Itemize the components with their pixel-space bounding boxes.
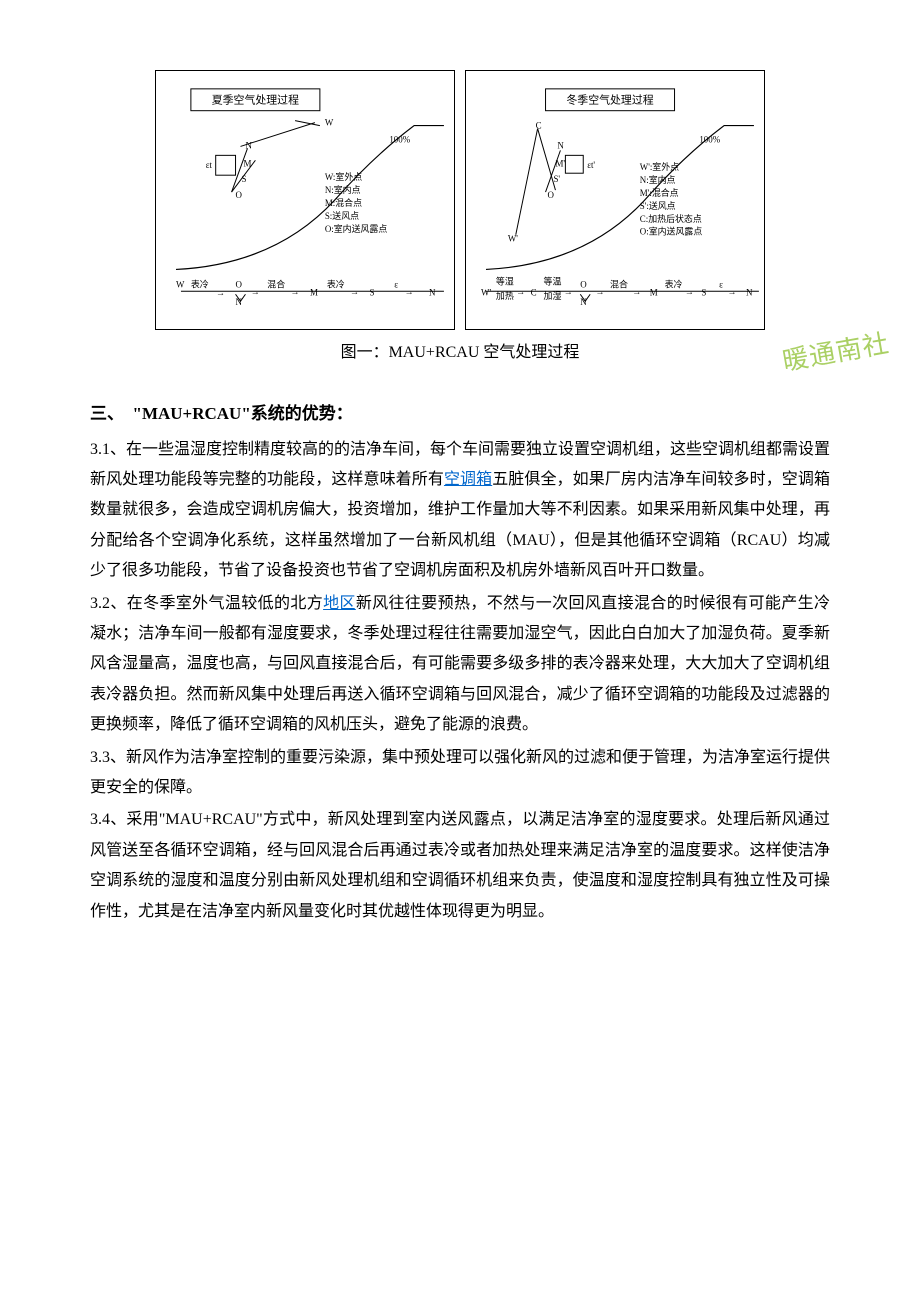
- figure-caption-row: 图一：MAU+RCAU 空气处理过程 暖通南社: [90, 338, 830, 368]
- svg-text:→: →: [350, 286, 359, 296]
- w-p-js: 加湿: [544, 291, 562, 301]
- w-fn2: N: [746, 287, 753, 297]
- w-pt-et: εt': [587, 160, 595, 170]
- leg-s: S:送风点: [325, 210, 359, 221]
- fm: M: [310, 287, 318, 297]
- w-fs: S: [701, 287, 706, 297]
- w-pt-o: O: [548, 190, 555, 200]
- proc-bl2: 表冷: [327, 278, 345, 289]
- winter-title: 冬季空气处理过程: [566, 93, 653, 107]
- proc-hh: 混合: [267, 278, 285, 289]
- w-fwp: W': [481, 287, 491, 297]
- w-leg-n: N:室内点: [640, 174, 676, 185]
- pt-o: O: [236, 190, 243, 200]
- p32-text-b: 新风往往要预热，不然与一次回风直接混合的时候很有可能产生冷凝水；洁净车间一般都有…: [90, 595, 830, 734]
- leg-o: O:室内送风露点: [325, 223, 388, 234]
- w-p-jr: 加热: [496, 290, 514, 301]
- svg-text:→: →: [685, 286, 694, 296]
- w-fo: O: [580, 279, 587, 289]
- svg-text:→: →: [516, 286, 525, 296]
- winter-diagram: 冬季空气处理过程 100% C N M' εt' S' O W' W':室外点 …: [465, 70, 765, 330]
- rh100-label: 100%: [389, 134, 410, 144]
- paragraph-3-1: 3.1、在一些温湿度控制精度较高的的洁净车间，每个车间需要独立设置空调机组，这些…: [90, 435, 830, 587]
- link-kongtiaoxiang[interactable]: 空调箱: [444, 471, 492, 488]
- svg-text:→: →: [405, 286, 414, 296]
- w-leg-c: C:加热后状态点: [640, 213, 702, 224]
- pt-eps-t: εt: [206, 160, 213, 170]
- w-leg-s: S':送风点: [640, 200, 676, 211]
- svg-text:→: →: [596, 286, 605, 296]
- w-p-hh: 混合: [610, 278, 628, 289]
- w-rh100: 100%: [699, 134, 720, 144]
- w-pt-wp: W': [508, 234, 518, 244]
- fs: S: [370, 287, 375, 297]
- link-diqu[interactable]: 地区: [323, 595, 356, 612]
- figure-row: 夏季空气处理过程 100% W εt N M S O W:室外点 N:室内点 M…: [90, 70, 830, 330]
- svg-text:→: →: [291, 286, 300, 296]
- w-leg-o: O:室内送风露点: [640, 226, 703, 237]
- paragraph-3-2: 3.2、在冬季室外气温较低的北方地区新风往往要预热，不然与一次回风直接混合的时候…: [90, 589, 830, 741]
- leg-n: N:室内点: [325, 184, 361, 195]
- svg-text:→: →: [216, 287, 225, 297]
- w-p-ds: 等湿: [496, 275, 514, 286]
- w-p-dw: 等温: [544, 275, 562, 286]
- w-eps: ε: [719, 279, 723, 289]
- paragraph-3-4: 3.4、采用"MAU+RCAU"方式中，新风处理到室内送风露点，以满足洁净室的湿…: [90, 805, 830, 927]
- paragraph-3-3: 3.3、新风作为洁净室控制的重要污染源，集中预处理可以强化新风的过滤和便于管理，…: [90, 743, 830, 804]
- section3-heading: 三、 "MAU+RCAU"系统的优势：: [90, 398, 830, 430]
- svg-text:→: →: [251, 286, 260, 296]
- summer-title: 夏季空气处理过程: [212, 93, 299, 107]
- w-fc: C: [531, 287, 537, 297]
- w-fm: M: [650, 287, 658, 297]
- svg-text:→: →: [728, 286, 737, 296]
- p32-text-a: 3.2、在冬季室外气温较低的北方: [90, 595, 323, 612]
- svg-text:→: →: [632, 286, 641, 296]
- w-pt-n: N: [557, 140, 564, 150]
- fo: O: [236, 279, 243, 289]
- proc-bl: 表冷: [191, 278, 209, 289]
- pt-c: C: [536, 121, 542, 131]
- w-p-bl: 表冷: [665, 278, 683, 289]
- pt-n: N: [245, 140, 252, 150]
- w-leg-w: W':室外点: [640, 161, 679, 172]
- fn2: N: [429, 287, 436, 297]
- figure-caption: 图一：MAU+RCAU 空气处理过程: [341, 344, 580, 361]
- f-eps: ε: [394, 279, 398, 289]
- leg-m: M:混合点: [325, 197, 362, 208]
- leg-w: W:室外点: [325, 171, 362, 182]
- w-leg-m: M':混合点: [640, 187, 679, 198]
- svg-text:→: →: [564, 286, 573, 296]
- w-pt-s: S': [553, 174, 560, 184]
- pt-w: W: [325, 118, 334, 128]
- summer-diagram: 夏季空气处理过程 100% W εt N M S O W:室外点 N:室内点 M…: [155, 70, 455, 330]
- fw: W: [176, 279, 185, 289]
